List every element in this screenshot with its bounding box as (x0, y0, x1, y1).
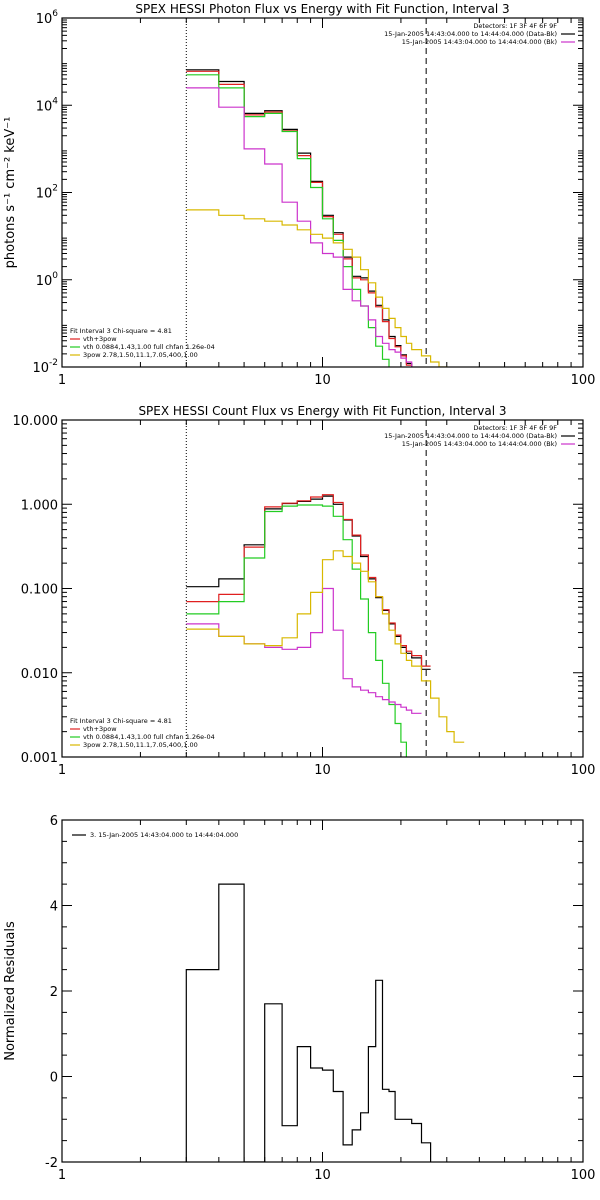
y-tick-label: 0.010 (21, 667, 58, 682)
y-tick-mantissa: 10 (32, 361, 49, 376)
y-tick-mantissa: 10 (36, 12, 53, 27)
fit-legend-text: vth+3pow (83, 725, 117, 733)
series-line-3 (186, 74, 390, 367)
chart-panel-2: SPEX HESSI Count Flux vs Energy with Fit… (13, 404, 596, 778)
plot-frame (61, 17, 584, 368)
y-tick-exponent: 2 (52, 184, 58, 194)
chart-panel-3: Normalized Residuals 1 10 100 -2 0 2 4 6 3. 15-Ja… (3, 814, 595, 1183)
series-line-4 (186, 587, 422, 714)
series-line-2 (186, 494, 431, 667)
fit-legend-text: 3pow 2.78,1.50,11.1,7.05,400,1.00 (83, 351, 198, 359)
fit-legend-text: vth 0.0884,1.43,1.00 full chfan 1.26e-04 (83, 733, 215, 741)
x-tick-label: 10 (314, 1168, 331, 1183)
x-tick-label: 100 (571, 1168, 596, 1183)
plot-frame (61, 819, 584, 1163)
chart-title: SPEX HESSI Count Flux vs Energy with Fit… (138, 404, 506, 418)
series-line-5 (186, 209, 448, 367)
series-line-3 (186, 504, 407, 757)
fit-legend-text: vth+3pow (83, 335, 117, 343)
fit-summary-title: Fit Interval 3 Chi-square = 4.81 (70, 717, 172, 725)
x-tick-label: 100 (571, 373, 596, 388)
x-tick-label: 1 (58, 1168, 66, 1183)
fit-summary-title: Fit Interval 3 Chi-square = 4.81 (70, 327, 172, 335)
residual-legend-text: 3. 15-Jan-2005 14:43:04.000 to 14:44:04.… (90, 831, 238, 839)
series-group (185, 883, 432, 1162)
y-tick-exponent: 6 (52, 9, 58, 19)
y-tick-mantissa: 10 (36, 187, 53, 202)
y-tick-mantissa: 10 (36, 274, 53, 289)
y-tick-label: 2 (50, 985, 58, 1000)
x-tick-label: 10 (314, 763, 331, 778)
y-tick-label: 10-2 (32, 358, 58, 376)
header-text-2: 15-Jan-2005 14:43:04.000 to 14:44:04.000… (384, 30, 557, 38)
series-group (186, 494, 465, 757)
y-tick-label: 0.001 (21, 751, 58, 766)
axis-ticks (61, 819, 584, 1163)
fit-legend-text: 3pow 2.78,1.50,11.1,7.05,400,1.00 (83, 741, 198, 749)
series-line-1 (186, 69, 413, 367)
chart-title: SPEX HESSI Photon Flux vs Energy with Fi… (135, 2, 509, 16)
header-text-3: 15-Jan-2005 14:43:04.000 to 14:44:04.000… (402, 38, 557, 46)
y-tick-label: 4 (50, 900, 58, 915)
x-tick-label: 1 (58, 763, 66, 778)
y-tick-label: 10.000 (13, 414, 59, 429)
series-line-2 (186, 70, 413, 367)
y-axis-label: Normalized Residuals (3, 921, 18, 1061)
chart-panel-1: SPEX HESSI Photon Flux vs Energy with Fi… (3, 2, 595, 388)
y-tick-exponent: 0 (52, 271, 58, 281)
y-tick-exponent: 4 (52, 96, 58, 106)
y-tick-exponent: -2 (49, 358, 58, 368)
y-axis-label: photons s⁻¹ cm⁻² keV⁻¹ (3, 117, 18, 269)
y-tick-label: 104 (36, 96, 59, 114)
series-line-1 (186, 495, 431, 670)
series-line-5 (186, 550, 465, 743)
y-tick-label: 102 (36, 184, 58, 202)
y-tick-mantissa: 10 (36, 99, 53, 114)
series-line-4 (186, 87, 413, 367)
x-tick-label: 1 (58, 373, 66, 388)
series-line-1 (185, 883, 432, 1162)
y-tick-label: 6 (50, 814, 58, 829)
y-tick-label: 100 (36, 271, 59, 289)
plot-frame (61, 419, 584, 758)
fit-legend-text: vth 0.0884,1.43,1.00 full chfan 1.26e-04 (83, 343, 215, 351)
y-tick-label: 1.000 (21, 498, 58, 513)
header-text-3: 15-Jan-2005 14:43:04.000 to 14:44:04.000… (402, 440, 557, 448)
y-tick-label: 0 (50, 1071, 58, 1086)
series-group (186, 69, 448, 367)
y-tick-label: 106 (36, 9, 59, 27)
y-tick-label: 0.100 (21, 583, 58, 598)
x-tick-label: 10 (314, 373, 331, 388)
header-text-2: 15-Jan-2005 14:43:04.000 to 14:44:04.000… (384, 432, 557, 440)
header-text-1: Detectors: 1F 3F 4F 6F 9F (473, 22, 557, 30)
y-tick-label: -2 (45, 1156, 58, 1171)
x-tick-label: 100 (571, 763, 596, 778)
header-text-1: Detectors: 1F 3F 4F 6F 9F (473, 424, 557, 432)
